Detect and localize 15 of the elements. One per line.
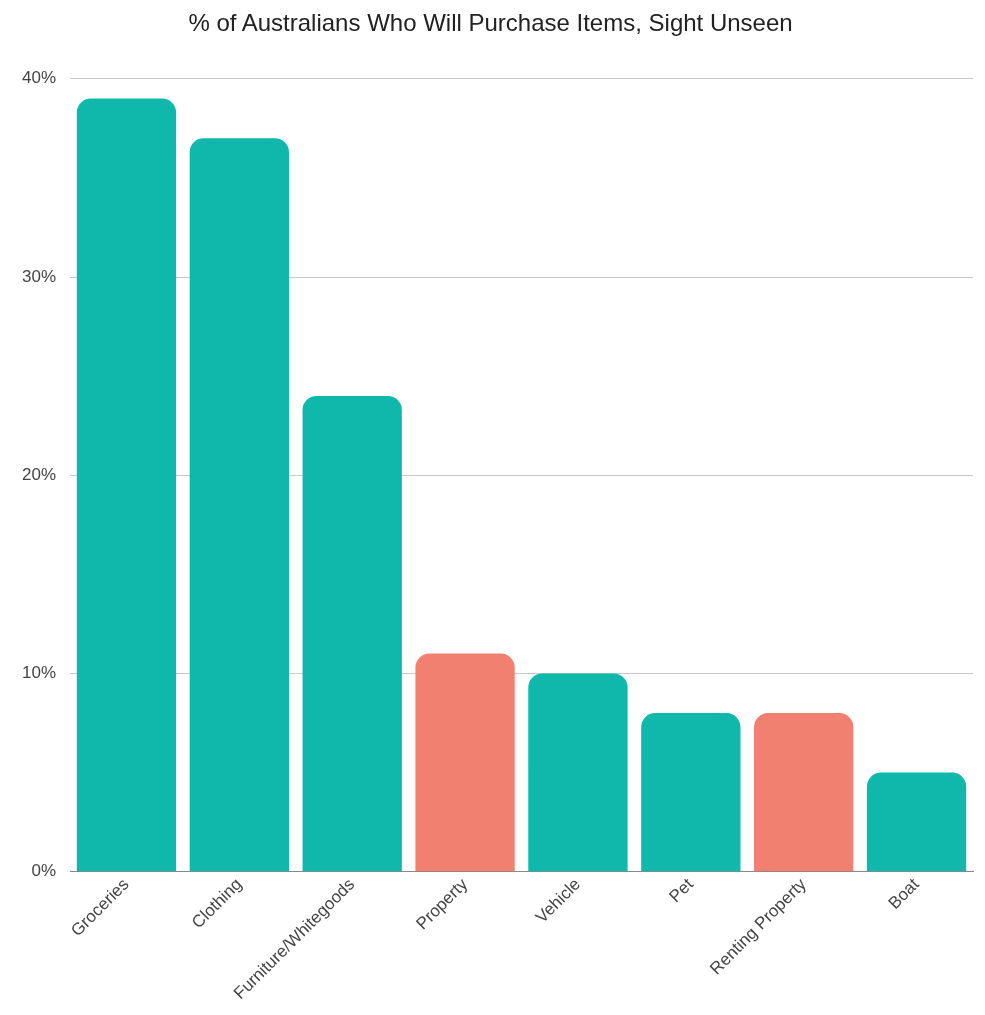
chart-title: % of Australians Who Will Purchase Items, Sight Unseen: [188, 9, 793, 37]
y-tick-label: 20%: [21, 464, 57, 484]
y-tick-label: 10%: [21, 663, 57, 683]
bar: [415, 653, 515, 872]
y-tick-label: 40%: [21, 68, 57, 88]
bar: [302, 395, 402, 872]
bar: [189, 138, 289, 872]
bar: [528, 673, 628, 872]
bar: [641, 713, 741, 872]
y-tick-label: 30%: [21, 266, 57, 286]
bar: [76, 98, 177, 872]
bar: [866, 772, 967, 872]
x-tick-label: Pet: [665, 874, 698, 907]
y-tick-label: 0%: [31, 861, 57, 881]
bar: [754, 713, 854, 872]
